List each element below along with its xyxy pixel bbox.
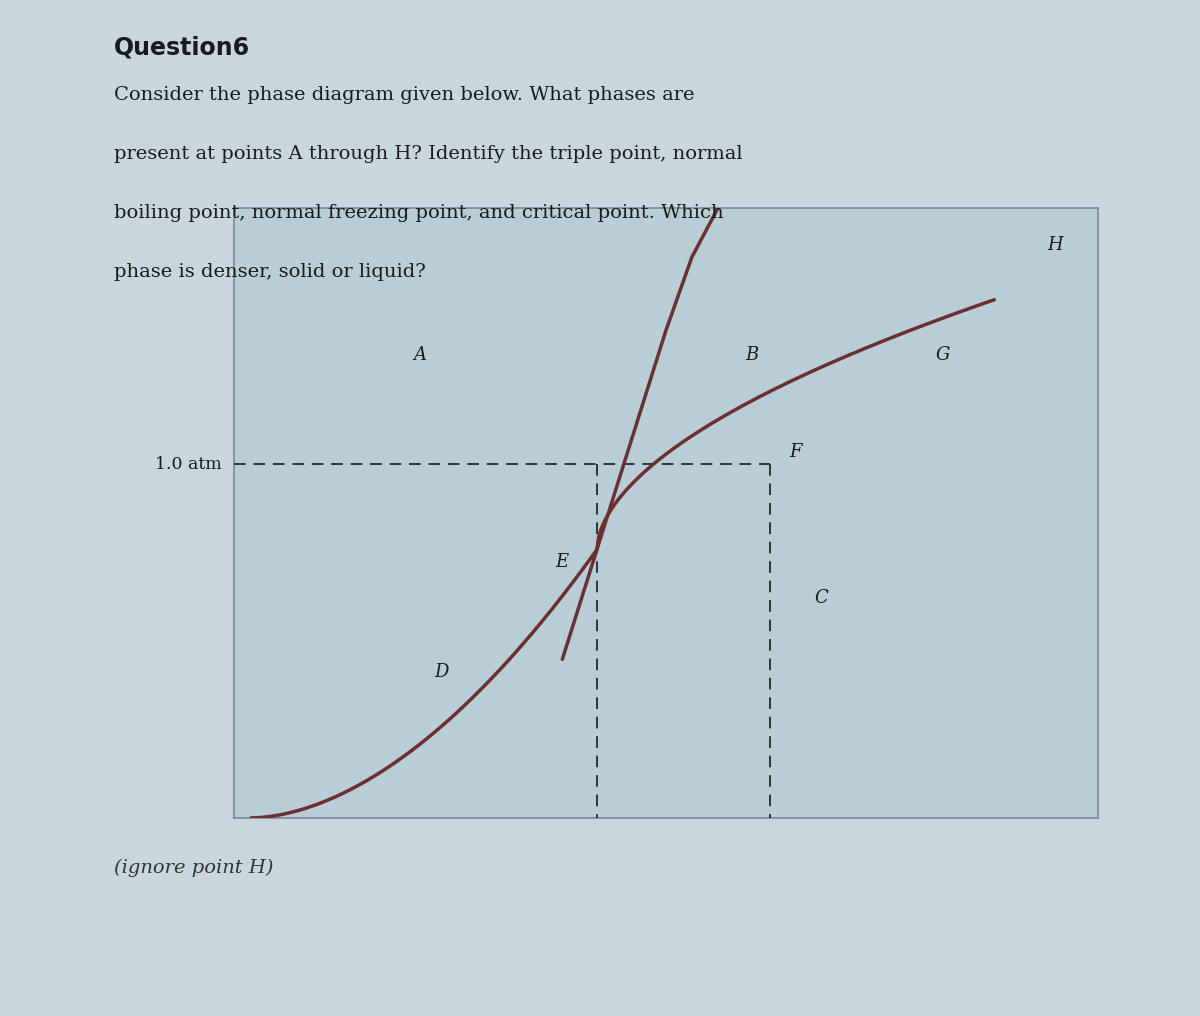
Text: present at points A through H? Identify the triple point, normal: present at points A through H? Identify … <box>114 145 743 164</box>
Text: H: H <box>1046 236 1063 254</box>
Text: B: B <box>745 345 760 364</box>
Text: C: C <box>815 589 828 608</box>
Text: G: G <box>935 345 949 364</box>
Text: Question6: Question6 <box>114 36 250 60</box>
Text: D: D <box>434 662 449 681</box>
Text: Consider the phase diagram given below. What phases are: Consider the phase diagram given below. … <box>114 86 695 105</box>
Text: A: A <box>413 345 426 364</box>
Text: 1.0 atm: 1.0 atm <box>155 456 222 472</box>
Text: boiling point, normal freezing point, and critical point. Which: boiling point, normal freezing point, an… <box>114 204 724 223</box>
Text: F: F <box>790 443 802 461</box>
Text: E: E <box>556 553 569 571</box>
Text: phase is denser, solid or liquid?: phase is denser, solid or liquid? <box>114 263 426 281</box>
Text: (ignore point H): (ignore point H) <box>114 859 274 877</box>
